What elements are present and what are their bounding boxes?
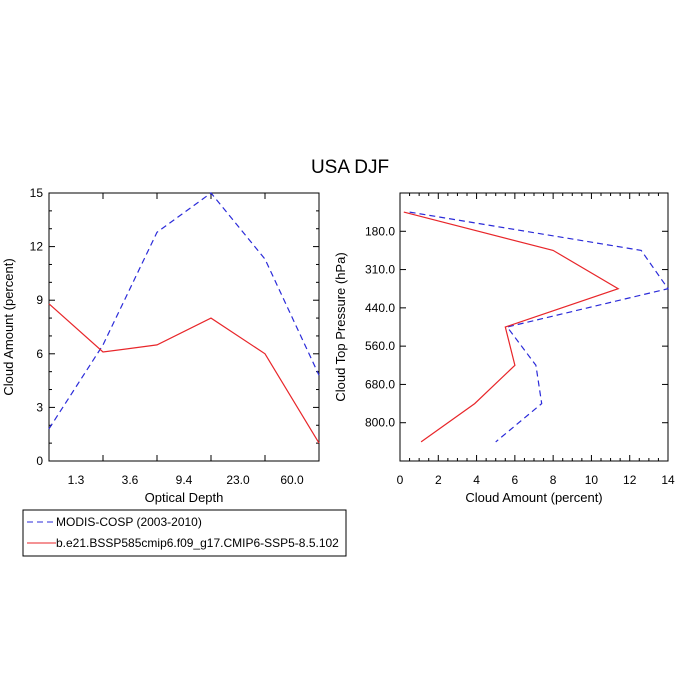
plot-frame-right: [399, 192, 669, 462]
x-tick-label: 23.0: [226, 473, 250, 487]
modis-line-right: [409, 211, 669, 443]
y-tick-label: 680.0: [365, 377, 395, 391]
y-tick-label: 9: [36, 293, 43, 307]
x-tick-label: 9.4: [176, 473, 193, 487]
x-tick-label: 10: [585, 473, 599, 487]
y-tick-label: 3: [36, 400, 43, 414]
legend-box: [22, 509, 347, 557]
y-tick-label: 15: [30, 186, 44, 200]
y-tick-label: 310.0: [365, 263, 395, 277]
x-axis-label-left: Optical Depth: [145, 490, 224, 505]
x-tick-label: 3.6: [122, 473, 139, 487]
right-series: [403, 211, 669, 443]
x-tick-label: 6: [512, 473, 519, 487]
x-tick-label: 60.0: [280, 473, 304, 487]
model-line-left: [48, 303, 320, 444]
x-tick-label: 1.3: [68, 473, 85, 487]
left-ticks: 0 3 6 9 12 15 1.3 3.6 9.4 23.0 60.0: [30, 186, 320, 487]
x-tick-label: 2: [435, 473, 442, 487]
x-tick-label: 14: [661, 473, 675, 487]
plot-frame-left: [48, 192, 320, 462]
y-axis-label-right: Cloud Top Pressure (hPa): [333, 252, 348, 401]
y-tick-label: 440.0: [365, 301, 395, 315]
x-axis-label-right: Cloud Amount (percent): [465, 490, 602, 505]
y-tick-label: 6: [36, 347, 43, 361]
x-tick-label: 12: [623, 473, 637, 487]
y-tick-label: 800.0: [365, 416, 395, 430]
cloud-top-pressure-panel: 0 2 4 6 8 10 12 14 180.0 310.0 440.0 560.0 680.0 800.…: [333, 192, 675, 505]
legend-label-model: b.e21.BSSP585cmip6.f09_g17.CMIP6-SSP5-8.…: [56, 536, 339, 550]
model-line-right: [403, 211, 620, 443]
y-tick-label: 12: [30, 240, 44, 254]
left-series: [48, 192, 320, 444]
right-ticks: 0 2 4 6 8 10 12 14 180.0 310.0 440.0 560.0 680.0 800.…: [365, 192, 675, 487]
y-tick-label: 180.0: [365, 224, 395, 238]
chart-title: USA DJF: [311, 157, 389, 178]
legend: MODIS-COSP (2003-2010) b.e21.BSSP585cmip…: [22, 509, 347, 557]
x-tick-label: 0: [397, 473, 404, 487]
modis-line-left: [48, 192, 320, 430]
x-tick-label: 8: [550, 473, 557, 487]
y-axis-label-left: Cloud Amount (percent): [1, 258, 16, 395]
y-tick-label: 0: [36, 454, 43, 468]
legend-label-modis: MODIS-COSP (2003-2010): [56, 515, 202, 529]
y-tick-label: 560.0: [365, 339, 395, 353]
x-tick-label: 4: [473, 473, 480, 487]
